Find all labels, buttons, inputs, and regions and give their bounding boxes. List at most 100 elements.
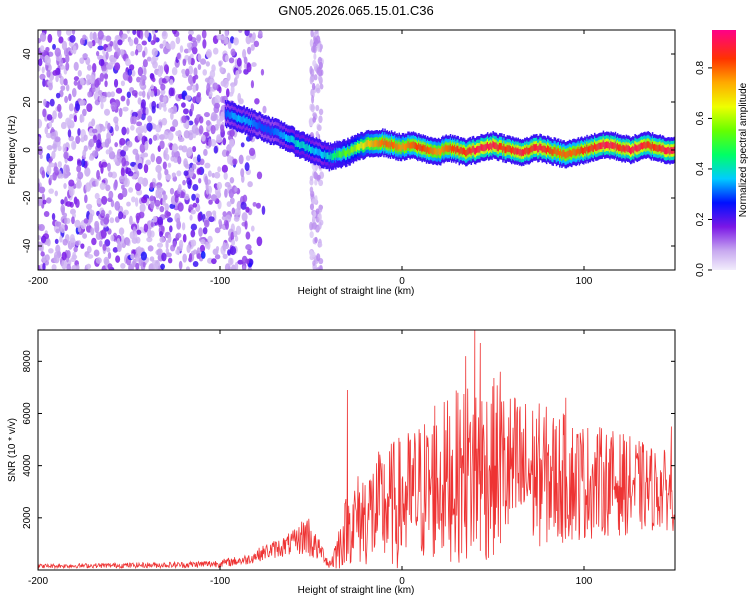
- heatmap-noise-cell: [169, 187, 175, 195]
- heatmap-noise-cell: [77, 70, 82, 77]
- colorbar-tick-label: 0.8: [695, 61, 706, 75]
- heatmap-signal-cell: [472, 145, 475, 153]
- heatmap-noise-cell: [82, 34, 87, 41]
- heatmap-noise-cell: [162, 96, 167, 103]
- heatmap-noise-cell: [114, 124, 120, 132]
- heatmap-noise-cell: [122, 106, 129, 112]
- heatmap-noise-cell: [213, 171, 221, 179]
- heatmap-signal-cell: [562, 150, 564, 157]
- heatmap-noise-cell: [159, 236, 166, 243]
- snr-x-axis-label: Height of straight line (km): [298, 585, 415, 596]
- heatmap-noise-cell: [310, 30, 314, 38]
- heatmap-noise-cell: [205, 210, 213, 218]
- heatmap-signal-cell: [593, 142, 596, 150]
- heatmap-noise-cell: [221, 95, 229, 104]
- heatmap-noise-cell: [251, 62, 257, 67]
- heatmap-noise-cell: [48, 188, 55, 194]
- heatmap-signal-cell: [266, 126, 268, 134]
- heatmap-signal-cell: [526, 146, 528, 154]
- heatmap-noise-cell: [103, 108, 111, 116]
- heatmap-signal-cell: [405, 143, 407, 151]
- heatmap-noise-cell: [171, 172, 176, 178]
- heatmap-noise-cell: [314, 30, 319, 34]
- heatmap-noise-cell: [161, 117, 168, 126]
- heatmap-signal-cell: [279, 131, 281, 139]
- heatmap-noise-cell: [48, 162, 55, 168]
- heatmap-noise-cell: [129, 215, 133, 225]
- heatmap-signal-cell: [391, 141, 394, 149]
- heatmap-noise-cell: [191, 46, 198, 55]
- heatmap-noise-cell: [232, 158, 238, 165]
- heatmap-noise-cell: [68, 103, 74, 112]
- heatmap-signal-cell: [545, 147, 548, 155]
- heatmap-noise-cell: [246, 249, 253, 256]
- heatmap-noise-cell: [48, 82, 53, 91]
- heatmap-noise-cell: [170, 111, 174, 120]
- heatmap-noise-cell: [42, 78, 46, 88]
- heatmap-noise-cell: [96, 169, 100, 180]
- heatmap-signal-cell: [364, 141, 367, 149]
- heatmap-noise-cell: [121, 126, 127, 136]
- heatmap-noise-cell: [40, 251, 45, 257]
- heatmap-noise-cell: [309, 221, 314, 231]
- heatmap-signal-cell: [421, 145, 423, 153]
- heatmap-noise-cell: [175, 36, 181, 45]
- heatmap-signal-cell: [620, 144, 622, 152]
- heatmap-noise-cell: [201, 134, 206, 142]
- heatmap-signal-cell: [311, 146, 313, 154]
- heatmap-signal-cell: [410, 141, 412, 149]
- heatmap-noise-cell: [122, 209, 129, 216]
- heatmap-signal-cell: [355, 144, 358, 152]
- heatmap-noise-cell: [110, 91, 116, 98]
- heatmap-noise-cell: [46, 69, 51, 78]
- heatmap-noise-cell: [209, 78, 214, 84]
- heatmap-signal-cell: [442, 145, 444, 153]
- heatmap-noise-cell: [226, 72, 231, 82]
- heatmap-signal-cell: [534, 144, 537, 151]
- heatmap-noise-cell: [100, 209, 106, 217]
- heatmap-signal-cell: [310, 146, 312, 154]
- heatmap-signal-cell: [500, 143, 502, 150]
- heatmap-noise-cell: [155, 155, 162, 165]
- heatmap-noise-cell: [233, 230, 238, 238]
- y-tick-label: 40: [22, 48, 33, 60]
- heatmap-signal-cell: [237, 114, 240, 122]
- heatmap-signal-cell: [252, 120, 254, 128]
- heatmap-noise-cell: [167, 234, 172, 243]
- heatmap-signal-cell: [607, 141, 609, 149]
- heatmap-signal-cell: [637, 144, 640, 152]
- heatmap-noise-cell: [203, 112, 210, 118]
- heatmap-noise-cell: [175, 249, 180, 255]
- heatmap-noise-cell: [204, 175, 209, 186]
- heatmap-noise-cell: [318, 212, 322, 222]
- x-tick-label: -100: [210, 276, 230, 287]
- heatmap-noise-cell: [194, 74, 199, 80]
- heatmap-signal-cell: [439, 148, 442, 156]
- heatmap-noise-cell: [182, 253, 187, 263]
- heatmap-noise-cell: [261, 205, 266, 215]
- heatmap-signal-cell: [506, 145, 509, 152]
- y-tick-label: 0: [22, 147, 33, 153]
- heatmap-noise-cell: [63, 212, 68, 218]
- heatmap-noise-cell: [177, 202, 184, 212]
- heatmap-signal-cell: [365, 140, 368, 148]
- y-tick-label: 6000: [22, 402, 33, 425]
- heatmap-signal-cell: [617, 144, 620, 152]
- heatmap-noise-cell: [188, 120, 194, 126]
- heatmap-signal-cell: [473, 147, 476, 155]
- heatmap-noise-cell: [121, 157, 127, 167]
- heatmap-noise-cell: [176, 217, 181, 225]
- heatmap-noise-cell: [88, 138, 95, 148]
- heatmap-noise-cell: [309, 186, 314, 194]
- heatmap-noise-cell: [101, 195, 108, 205]
- heatmap-signal-cell: [533, 144, 536, 151]
- heatmap-noise-cell: [165, 252, 172, 258]
- heatmap-noise-cell: [149, 195, 155, 202]
- heatmap-noise-cell: [207, 170, 212, 177]
- heatmap-noise-cell: [235, 69, 240, 80]
- heatmap-noise-cell: [44, 254, 50, 262]
- heatmap-noise-cell: [309, 231, 314, 239]
- heatmap-noise-cell: [141, 40, 148, 46]
- heatmap-noise-cell: [65, 201, 72, 207]
